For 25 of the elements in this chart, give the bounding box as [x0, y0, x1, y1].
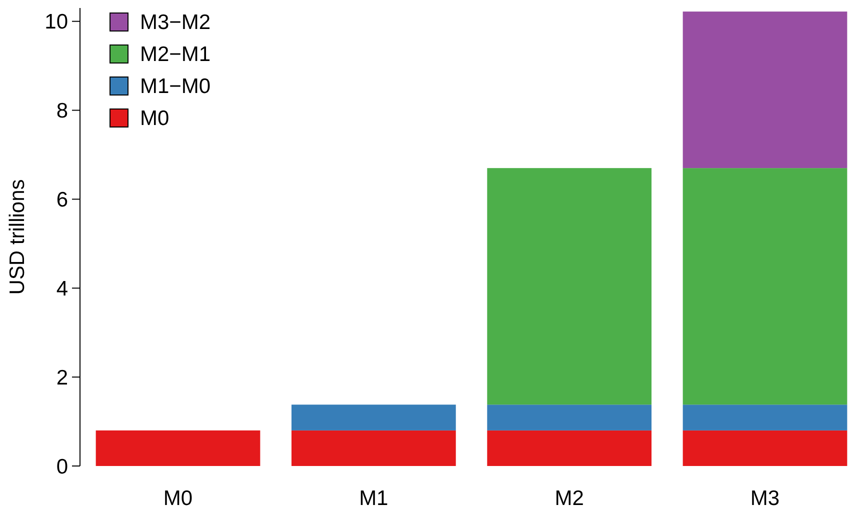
- x-tick-label: M3: [750, 487, 780, 510]
- bar: [291, 430, 456, 466]
- bar: [682, 430, 848, 466]
- legend-label: M2−M1: [140, 43, 211, 66]
- bar: [487, 168, 652, 405]
- bar: [682, 404, 848, 430]
- y-tick-label: 10: [44, 10, 68, 34]
- legend-label: M3−M2: [140, 11, 211, 34]
- y-tick-label: 0: [56, 455, 68, 478]
- y-tick-label: 8: [56, 100, 68, 123]
- x-tick-label: M1: [359, 487, 388, 510]
- y-tick-label: 6: [56, 188, 68, 212]
- bar: [487, 430, 652, 466]
- bar: [487, 404, 652, 430]
- bar: [291, 404, 456, 430]
- legend-label: M0: [140, 107, 170, 130]
- bar: [96, 430, 260, 466]
- x-tick-label: M0: [163, 487, 193, 510]
- y-axis-title: USD trillions: [6, 179, 29, 295]
- bar: [682, 12, 848, 168]
- y-tick-label: 2: [56, 366, 68, 390]
- legend-label: M1−M0: [140, 75, 211, 98]
- bar: [682, 168, 848, 405]
- y-tick-label: 4: [56, 277, 68, 300]
- x-tick-label: M2: [554, 487, 584, 510]
